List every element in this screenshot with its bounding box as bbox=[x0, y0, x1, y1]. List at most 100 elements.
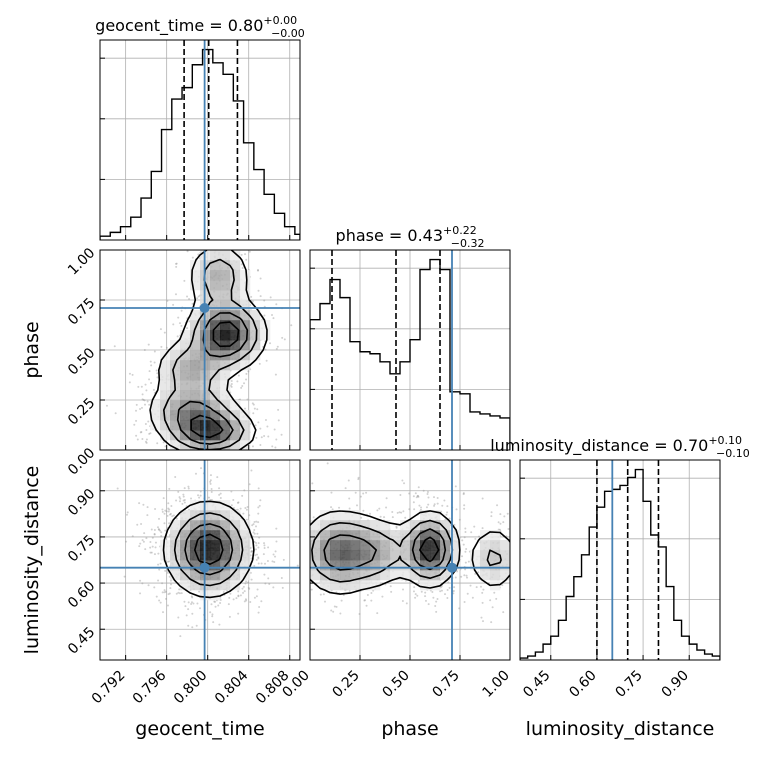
density-cell bbox=[340, 580, 351, 591]
scatter-point bbox=[259, 443, 262, 446]
density-cell bbox=[170, 420, 181, 431]
scatter-point bbox=[131, 535, 134, 538]
scatter-point bbox=[255, 542, 258, 545]
scatter-point bbox=[243, 600, 246, 603]
scatter-point bbox=[271, 313, 274, 316]
density-cell bbox=[170, 560, 181, 571]
density-cell bbox=[480, 550, 491, 561]
scatter-point bbox=[446, 511, 449, 514]
scatter-point bbox=[404, 516, 407, 519]
scatter-point bbox=[528, 507, 530, 509]
scatter-point bbox=[306, 580, 308, 582]
density-cell bbox=[320, 540, 331, 551]
scatter-point bbox=[252, 523, 255, 526]
density-cell bbox=[220, 380, 231, 391]
density-cell bbox=[350, 510, 361, 521]
scatter-point bbox=[257, 521, 260, 524]
scatter-point bbox=[254, 424, 257, 427]
scatter-point bbox=[251, 402, 254, 405]
scatter-point bbox=[141, 398, 144, 401]
scatter-point bbox=[265, 359, 268, 362]
scatter-point bbox=[157, 528, 160, 531]
scatter-point bbox=[240, 263, 243, 266]
scatter-point bbox=[266, 425, 269, 428]
scatter-point bbox=[272, 317, 275, 320]
scatter-point bbox=[463, 536, 466, 539]
scatter-point bbox=[141, 539, 144, 542]
scatter-point bbox=[302, 582, 304, 584]
density-cell bbox=[410, 530, 421, 541]
scatter-point bbox=[209, 482, 212, 485]
scatter-point bbox=[254, 525, 257, 528]
scatter-point bbox=[244, 242, 246, 244]
scatter-point bbox=[256, 269, 259, 272]
scatter-point bbox=[222, 591, 225, 594]
scatter-point bbox=[142, 540, 145, 543]
scatter-point bbox=[240, 253, 243, 256]
density-cell bbox=[210, 250, 221, 261]
density-cell bbox=[430, 530, 441, 541]
scatter-point bbox=[408, 508, 411, 511]
scatter-point bbox=[433, 503, 436, 506]
scatter-point bbox=[197, 295, 200, 298]
scatter-point bbox=[473, 525, 476, 528]
scatter-point bbox=[237, 595, 240, 598]
scatter-point bbox=[153, 350, 156, 353]
density-cell bbox=[190, 270, 201, 281]
scatter-point bbox=[147, 420, 150, 423]
scatter-point bbox=[363, 599, 366, 602]
scatter-point bbox=[414, 492, 417, 495]
density-cell bbox=[490, 540, 501, 551]
density-cell bbox=[210, 280, 221, 291]
scatter-point bbox=[156, 372, 159, 375]
scatter-point bbox=[427, 496, 430, 499]
scatter-point bbox=[125, 540, 128, 543]
scatter-point bbox=[305, 575, 307, 577]
scatter-point bbox=[259, 499, 262, 502]
density-cell bbox=[370, 530, 381, 541]
scatter-point bbox=[378, 507, 381, 510]
x-axis-label-luminosity_distance: luminosity_distance bbox=[526, 718, 715, 740]
scatter-point bbox=[469, 584, 472, 587]
scatter-point bbox=[195, 624, 198, 627]
scatter-point bbox=[174, 475, 177, 478]
x-axis-label-phase: phase bbox=[381, 718, 438, 740]
density-cell bbox=[160, 360, 171, 371]
density-cell bbox=[210, 320, 221, 331]
density-cell bbox=[440, 570, 451, 581]
scatter-point bbox=[175, 262, 178, 265]
scatter-point bbox=[175, 517, 178, 520]
density-cell bbox=[230, 550, 241, 561]
scatter-point bbox=[263, 299, 266, 302]
scatter-point bbox=[513, 582, 515, 584]
y-tick-label: 0.75 bbox=[65, 295, 98, 328]
scatter-point bbox=[255, 520, 258, 523]
density-cell bbox=[400, 570, 411, 581]
scatter-point bbox=[214, 605, 217, 608]
density-cell bbox=[450, 550, 461, 561]
scatter-point bbox=[190, 242, 192, 244]
density-cell bbox=[190, 500, 201, 511]
density-cell bbox=[320, 580, 331, 591]
scatter-point bbox=[227, 603, 230, 606]
scatter-point bbox=[256, 532, 259, 535]
density-cell bbox=[240, 340, 251, 351]
density-cell bbox=[220, 260, 231, 271]
scatter-point bbox=[198, 461, 200, 463]
density-cell bbox=[190, 520, 201, 531]
scatter-point bbox=[182, 493, 185, 496]
scatter-point bbox=[128, 381, 131, 384]
scatter-point bbox=[242, 585, 245, 588]
scatter-point bbox=[267, 435, 270, 438]
density-cell bbox=[410, 540, 421, 551]
scatter-point bbox=[211, 613, 214, 616]
scatter-point bbox=[448, 517, 451, 520]
scatter-point bbox=[185, 451, 187, 453]
scatter-point bbox=[207, 496, 210, 499]
scatter-point bbox=[256, 588, 259, 591]
scatter-point bbox=[302, 555, 304, 557]
density-cell bbox=[360, 530, 371, 541]
scatter-point bbox=[143, 348, 146, 351]
scatter-point bbox=[490, 621, 493, 624]
scatter-point bbox=[147, 584, 150, 587]
